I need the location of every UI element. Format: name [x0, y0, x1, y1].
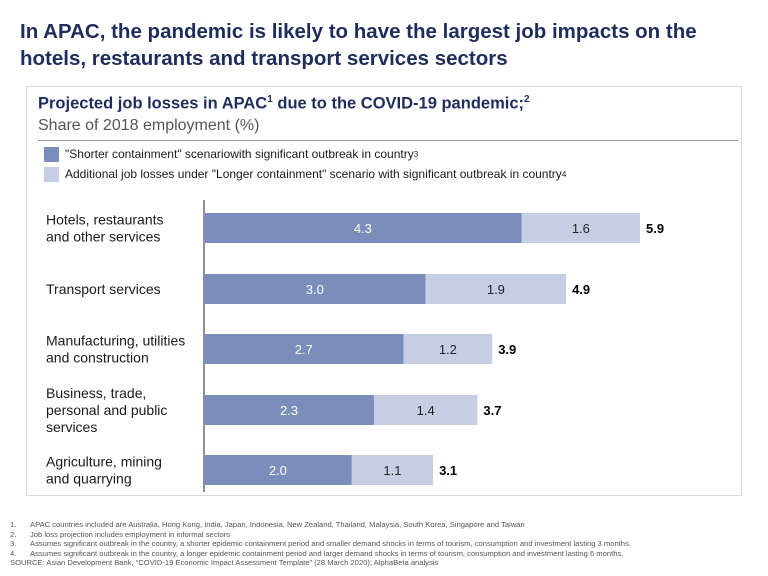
bar-value-label: 1.4: [417, 403, 435, 418]
footnotes: 1. APAC countries included are Australia,…: [10, 520, 760, 568]
bar-value-label: 1.9: [487, 282, 505, 297]
title-divider: [38, 140, 738, 141]
bar-longer-containment: [373, 395, 478, 425]
chart-title-suffix: due to the COVID-19 pandemic;: [272, 94, 524, 113]
bar-value-label: 1.1: [383, 463, 401, 478]
legend-label-shorter-sup: 3: [413, 149, 419, 159]
bar-longer-containment: [351, 455, 434, 485]
bar-total-label: 3.7: [483, 403, 501, 418]
chart-title-sup: 1: [267, 94, 273, 105]
footnote-1: 1. APAC countries included are Australia,…: [10, 520, 525, 529]
chart-frame: [26, 86, 742, 496]
footnote-2: 2. Job loss projection includes employmen…: [10, 529, 231, 539]
legend-item-shorter-containment: "Shorter containment" scenariowith signi…: [44, 146, 418, 162]
legend-item-longer-containment: Additional job losses under "Longer cont…: [44, 166, 566, 182]
bar-shorter-containment: [204, 455, 352, 485]
chart-title: Projected job losses in APAC1 due to the…: [38, 94, 530, 114]
chart-title-text: Projected job losses in APAC: [38, 94, 268, 113]
category-label: Agriculture, mining and quarrying: [46, 454, 162, 487]
bar-total-label: 3.1: [439, 463, 457, 478]
category-label: Manufacturing, utilities and construction: [46, 333, 185, 366]
bar-shorter-containment: [204, 213, 522, 243]
category-label: Business, trade, personal and public servi…: [46, 385, 167, 435]
footnote-3: 3. Assumes significant outbreak in the co…: [10, 539, 631, 549]
bar-longer-containment: [403, 334, 493, 364]
bar-longer-containment: [521, 213, 640, 243]
bar-value-label: 2.7: [295, 342, 313, 357]
legend-label-shorter: "Shorter containment" scenariowith signi…: [65, 147, 414, 161]
chart-title-suffix-sup: 2: [524, 94, 530, 105]
bar-shorter-containment: [204, 334, 404, 364]
bar-value-label: 2.3: [280, 403, 298, 418]
bar-value-label: 4.3: [354, 221, 372, 236]
bar-longer-containment: [425, 274, 567, 304]
bar-value-label: 3.0: [306, 282, 324, 297]
legend-swatch-longer: [44, 166, 59, 182]
bar-value-label: 2.0: [269, 463, 287, 478]
footnote-4: 4. Assumes significant outbreak in the co…: [10, 548, 624, 558]
bar-total-label: 4.9: [572, 282, 590, 297]
source-note: SOURCE: Asian Development Bank, “COVID-1…: [10, 558, 439, 568]
legend-swatch-shorter: [44, 146, 59, 162]
legend-label-longer-sup: 4: [561, 169, 567, 179]
legend-label-longer: Additional job losses under "Longer cont…: [65, 167, 562, 181]
bar-value-label: 1.6: [572, 221, 590, 236]
bar-value-label: 1.2: [439, 342, 457, 357]
bar-total-label: 5.9: [646, 221, 664, 236]
category-label: Hotels, restaurants and other services: [46, 212, 164, 245]
bar-total-label: 3.9: [498, 342, 516, 357]
chart-subtitle: Share of 2018 employment (%): [38, 117, 260, 134]
headline: In APAC, the pandemic is likely to have …: [20, 20, 697, 70]
bar-shorter-containment: [204, 395, 374, 425]
bar-shorter-containment: [204, 274, 426, 304]
category-label: Transport services: [46, 281, 161, 297]
